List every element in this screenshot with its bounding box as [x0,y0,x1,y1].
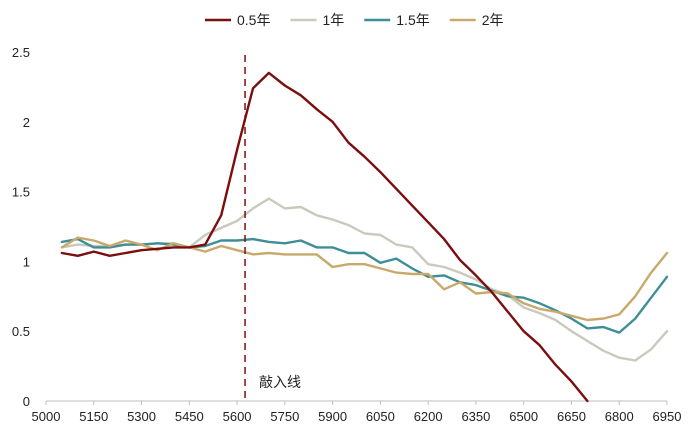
legend-item-1: 0.5年 [205,12,270,28]
x-tick-label: 5300 [127,409,156,424]
y-tick-label: 2.5 [12,45,30,60]
series-line-3 [60,237,669,334]
x-tick-label: 6500 [509,409,538,424]
x-tick-label: 5450 [175,409,204,424]
series-line-1 [60,71,589,403]
legend-item-3: 1.5年 [364,12,430,28]
x-tick-label: 5000 [32,409,61,424]
legend-label: 0.5年 [237,12,270,28]
x-tick-label: 5750 [270,409,299,424]
y-axis: 0 0.5 1 1.5 2 2.5 [12,45,30,409]
y-tick-label: 2 [23,115,30,130]
knock-in-label: 敲入线 [259,374,301,390]
y-tick-label: 0 [23,394,30,409]
y-tick-label: 1 [23,254,30,269]
x-tick-label: 6650 [557,409,586,424]
x-tick-label: 6350 [461,409,490,424]
y-tick-label: 0.5 [12,324,30,339]
legend-item-4: 2年 [449,12,504,28]
x-tick-label: 5150 [79,409,108,424]
x-tick-label: 6800 [605,409,634,424]
series-layer [60,71,669,403]
legend-label: 2年 [482,12,504,28]
legend-label: 1.5年 [396,12,429,28]
x-tick-label: 6200 [414,409,443,424]
x-tick-label: 6950 [653,409,682,424]
annotation-layer: 敲入线 [244,55,301,401]
y-tick-label: 1.5 [12,185,30,200]
x-tick-label: 5900 [318,409,347,424]
x-axis: 5000 5150 5300 5450 5600 5750 5900 6050 6200 6350… [32,400,682,424]
x-tick-label: 5600 [223,409,252,424]
legend: 0.5年 1年 1.5年 2年 [205,12,504,28]
series-line-2 [60,197,669,362]
legend-item-2: 1年 [290,12,344,28]
x-tick-label: 6050 [366,409,395,424]
legend-label: 1年 [322,12,344,28]
